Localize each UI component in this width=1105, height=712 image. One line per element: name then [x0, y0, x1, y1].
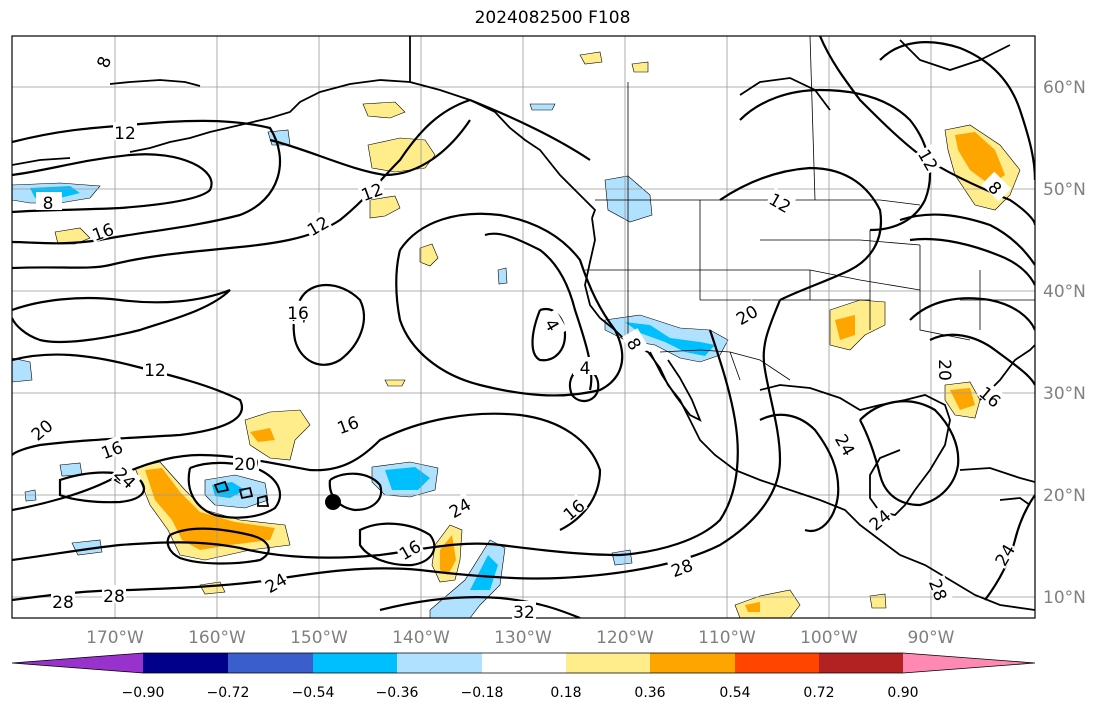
contour-label-bg [233, 453, 257, 471]
colorbar-tick-label: −0.90 [122, 685, 165, 701]
contour-label-bg [731, 299, 761, 328]
colorbar-outline [11, 652, 1036, 674]
colorbar-segment [903, 653, 1035, 673]
colorbar-segment [313, 653, 397, 673]
colorbar-tick-label: −0.18 [461, 685, 504, 701]
contour-label-bg [766, 187, 796, 216]
lon-label: 130°W [494, 628, 552, 648]
lon-label: 140°W [392, 628, 450, 648]
contour-label-bg [143, 359, 167, 377]
colorbar-ticks: −0.90 −0.72 −0.54 −0.36 −0.18 0.18 0.36 … [122, 685, 919, 701]
contour-label-bg [302, 210, 332, 239]
contour-label-bg [51, 591, 75, 609]
contour-label-bg [356, 177, 386, 203]
contour-label-bg [557, 493, 588, 524]
lat-label: 40°N [1043, 282, 1086, 302]
colorbar-tick-label: −0.36 [376, 685, 419, 701]
contour-label: 20 [934, 359, 954, 381]
colorbar-segment [12, 653, 143, 673]
lon-label: 110°W [698, 628, 756, 648]
map-area [12, 36, 1035, 618]
contour-label-bg [927, 574, 953, 604]
political-borders [409, 36, 1035, 381]
lon-label: 90°W [908, 628, 955, 648]
colorbar-tick-label: 0.54 [719, 685, 750, 701]
lon-label: 150°W [290, 628, 348, 648]
lon-label: 100°W [800, 628, 858, 648]
contour-label-bg [111, 461, 142, 492]
contour-label: 28 [52, 593, 74, 613]
colorbar-tick-label: 0.72 [803, 685, 834, 701]
lat-label: 60°N [1043, 78, 1086, 98]
contour-label: 12 [144, 361, 166, 381]
lon-labels: 170°W 160°W 150°W 140°W 130°W 120°W 110°… [86, 628, 955, 648]
lon-label: 160°W [188, 628, 246, 648]
coastlines [12, 36, 1035, 611]
colorbar-segment [735, 653, 819, 673]
contour-label-bg [394, 534, 424, 563]
contour-label: 4 [580, 359, 591, 379]
lat-label: 20°N [1043, 486, 1086, 506]
colorbar-tick-label: −0.54 [292, 685, 335, 701]
colorbar-tick-label: 0.18 [550, 685, 581, 701]
contour-label-bg [915, 144, 944, 174]
contour-label-bg [832, 429, 861, 459]
contour-label: 16 [287, 304, 309, 324]
contour-label-bg [260, 567, 290, 596]
lat-labels: 60°N 50°N 40°N 30°N 20°N 10°N [1043, 78, 1086, 608]
contour-label-bg [863, 503, 894, 534]
contour-label: 8 [43, 194, 54, 214]
contour-label-bg [87, 217, 117, 243]
contour-label-bg [512, 601, 536, 619]
colorbar-segment [143, 653, 228, 673]
contour-label-bg [89, 46, 115, 76]
contour-label: 28 [103, 587, 125, 607]
contour-label-bg [573, 357, 597, 375]
contour-label-bg [96, 435, 126, 461]
lon-label: 120°W [596, 628, 654, 648]
contour-label-bg [113, 122, 137, 140]
colorbar-segment [397, 653, 482, 673]
colorbar-tick-label: −0.72 [207, 685, 250, 701]
contour-label: 32 [513, 603, 535, 623]
contour-label-bg [36, 192, 60, 210]
contour-label-bg [286, 302, 310, 320]
colorbar-tick-label: 0.36 [634, 685, 665, 701]
lon-label: 170°W [86, 628, 144, 648]
contour-label-bg [976, 380, 1007, 411]
contour-label-bg [938, 358, 956, 382]
map-title: 2024082500 F108 [474, 8, 631, 28]
lat-label: 30°N [1043, 384, 1086, 404]
contour-label-bg [102, 585, 126, 603]
colorbar-tick-label: 0.90 [887, 685, 918, 701]
contour-label-bg [666, 553, 696, 579]
colorbar-segment [819, 653, 903, 673]
contour-label-bg [25, 413, 56, 444]
contour-label: 20 [234, 455, 256, 475]
hurricane-center-dot [325, 494, 341, 510]
colorbar-segment [566, 653, 650, 673]
contour-label-bg [621, 328, 650, 358]
colorbar-segment [228, 653, 313, 673]
lat-label: 10°N [1043, 588, 1086, 608]
contour-label-bg [332, 410, 362, 436]
colorbar [11, 652, 1036, 674]
contour-label-bg [539, 309, 568, 339]
contour-label-bg [444, 492, 474, 521]
contour-label-bg [989, 539, 1018, 569]
lat-label: 50°N [1043, 180, 1086, 200]
colorbar-segment [482, 653, 566, 673]
colorbar-segment [650, 653, 735, 673]
contour-label: 12 [114, 124, 136, 144]
contour-label-bg [981, 171, 1012, 202]
